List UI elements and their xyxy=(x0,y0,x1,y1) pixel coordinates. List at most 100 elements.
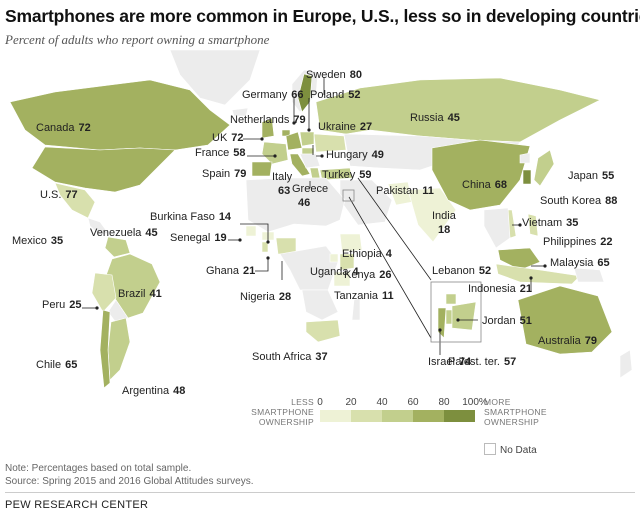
country-value: 45 xyxy=(145,227,157,239)
country-shape-chile xyxy=(99,309,111,389)
country-shape-senegal xyxy=(245,225,257,237)
country-shape-peru xyxy=(91,272,117,313)
country-shape-ghana xyxy=(261,241,269,253)
country-name: Ghana xyxy=(206,265,240,277)
country-shape-spain xyxy=(251,161,273,177)
country-name: Vietnam xyxy=(522,217,562,229)
country-shape-tanzania xyxy=(333,271,351,287)
country-value: 25 xyxy=(69,299,81,311)
country-value: 46 xyxy=(298,197,310,209)
country-shape-indonesia xyxy=(495,263,581,285)
country-shape-uganda xyxy=(329,253,339,263)
country-shape-france xyxy=(261,141,289,165)
country-label-burkina-faso: Burkina Faso 14 xyxy=(150,211,232,223)
land-eeurope-bg xyxy=(299,153,321,169)
country-value: 27 xyxy=(360,121,372,133)
country-label-netherlands: Netherlands 79 xyxy=(230,114,306,126)
legend-bin-4 xyxy=(413,410,444,422)
country-label-south-korea: South Korea 88 xyxy=(540,195,617,207)
country-label-brazil: Brazil 41 xyxy=(118,288,162,300)
no-data-label: No Data xyxy=(500,445,537,456)
legend-no-data: No Data xyxy=(484,443,537,456)
country-label-uganda: Uganda 4 xyxy=(310,266,360,278)
land-png-bg xyxy=(573,267,605,283)
country-name: India xyxy=(432,210,457,222)
country-value: 79 xyxy=(234,168,246,180)
land-seasia-bg xyxy=(483,207,511,249)
country-shape-palest-ter xyxy=(445,309,453,325)
legend-tick: 40 xyxy=(376,397,388,408)
country-label-india: India 18 xyxy=(432,210,457,236)
legend-high-label: MORE SMARTPHONE OWNERSHIP xyxy=(484,397,547,427)
country-shape-canada xyxy=(9,79,231,151)
country-shape-ukraine xyxy=(313,133,347,153)
country-label-south-africa: South Africa 37 xyxy=(252,351,328,363)
country-name: Israel xyxy=(428,356,455,368)
country-shape-hungary xyxy=(301,147,315,155)
country-name: Sweden xyxy=(306,69,346,81)
country-shape-russia xyxy=(315,77,601,143)
country-name: U.S. xyxy=(40,189,61,201)
country-value: 57 xyxy=(504,356,516,368)
country-label-greece: Greece 46 xyxy=(292,183,328,209)
country-name: Uganda xyxy=(310,266,349,278)
country-label-uk: UK 72 xyxy=(212,132,244,144)
footer-divider xyxy=(5,492,635,493)
country-shape-malaysia xyxy=(497,247,541,271)
country-value: 66 xyxy=(291,89,303,101)
country-label-chile: Chile 65 xyxy=(36,359,77,371)
legend-bin-5 xyxy=(444,410,475,422)
country-label-ethiopia: Ethiopia 4 xyxy=(342,248,393,260)
country-label-philippines: Philippines 22 xyxy=(543,236,612,248)
country-label-ukraine: Ukraine 27 xyxy=(318,121,372,133)
country-label-australia: Australia 79 xyxy=(538,335,597,347)
country-name: Ethiopia xyxy=(342,248,383,260)
country-value: 79 xyxy=(585,335,597,347)
country-name: Chile xyxy=(36,359,61,371)
chart-subtitle: Percent of adults who report owning a sm… xyxy=(5,32,270,47)
country-name: Argentina xyxy=(122,385,170,397)
country-value: 11 xyxy=(422,185,434,197)
country-label-argentina: Argentina 48 xyxy=(122,385,185,397)
country-shape-japan xyxy=(533,149,555,187)
country-value: 65 xyxy=(597,257,609,269)
country-label-senegal: Senegal 19 xyxy=(170,232,227,244)
country-value: 52 xyxy=(479,265,491,277)
source-line: Source: Spring 2015 and 2016 Global Atti… xyxy=(5,476,254,487)
country-shape-italy xyxy=(289,153,311,177)
country-label-turkey: Turkey 59 xyxy=(322,169,371,181)
country-label-palest-ter: Palest. ter. 57 xyxy=(448,356,516,368)
country-value: 74 xyxy=(459,356,472,368)
country-name: Poland xyxy=(310,89,344,101)
country-label-sweden: Sweden 80 xyxy=(306,69,362,81)
note-line: Note: Percentages based on total sample. xyxy=(5,463,192,474)
legend-tick: 60 xyxy=(407,397,419,408)
country-value: 11 xyxy=(382,290,394,302)
country-label-germany: Germany 66 xyxy=(242,89,304,101)
country-value: 35 xyxy=(51,235,63,247)
country-value: 80 xyxy=(350,69,362,81)
country-value: 72 xyxy=(79,122,91,134)
country-name: Venezuela xyxy=(90,227,142,239)
country-name: Ukraine xyxy=(318,121,356,133)
legend-bin-2 xyxy=(351,410,382,422)
country-name: Brazil xyxy=(118,288,146,300)
country-shape-south-africa xyxy=(305,319,341,343)
country-label-lebanon: Lebanon 52 xyxy=(432,265,491,277)
country-name: Russia xyxy=(410,112,445,124)
map-legend: LESS SMARTPHONE OWNERSHIP 0 20 40 60 80 100% … xyxy=(248,397,546,437)
country-value: 14 xyxy=(219,211,232,223)
country-shape-lebanon xyxy=(445,293,457,305)
country-shape-india xyxy=(407,187,457,243)
country-value: 26 xyxy=(379,269,391,281)
country-name: Mexico xyxy=(12,235,47,247)
country-name: Spain xyxy=(202,168,230,180)
country-value: 68 xyxy=(495,179,507,191)
country-name: Italy xyxy=(272,171,293,183)
country-shape-philippines xyxy=(527,213,539,237)
country-name: Pakistan xyxy=(376,185,418,197)
country-label-jordan: Jordan 51 xyxy=(482,315,532,327)
footnote: Note: Percentages based on total sample.… xyxy=(5,462,254,488)
country-value: 21 xyxy=(243,265,255,277)
